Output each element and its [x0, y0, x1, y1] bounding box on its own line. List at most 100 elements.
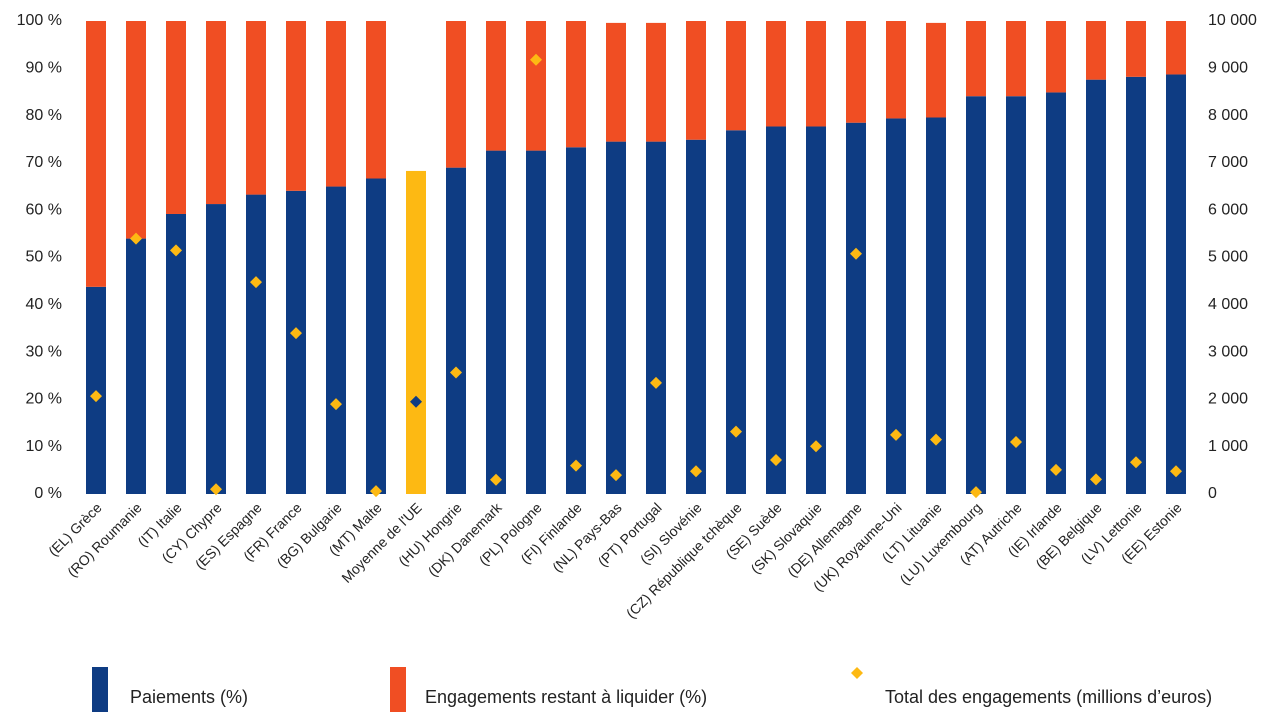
y2-tick-label: 9 000 — [1208, 60, 1248, 77]
diamond-marker — [450, 366, 462, 379]
bar-segment — [1006, 21, 1026, 97]
diamond-marker — [410, 395, 422, 408]
bar-segment — [846, 122, 866, 494]
bar-segment — [286, 190, 306, 494]
bar-segment — [86, 21, 106, 287]
diamond-marker — [610, 469, 622, 482]
bar-segment — [806, 126, 826, 494]
diamond-marker — [690, 465, 702, 478]
diamond-marker — [250, 276, 262, 289]
y-tick-label: 90 % — [26, 60, 62, 77]
bar-segment — [966, 96, 986, 494]
bar-segment — [766, 126, 786, 494]
bar-segment — [446, 21, 466, 168]
bar-segment — [886, 118, 906, 495]
diamond-marker — [970, 486, 982, 499]
bar-segment — [326, 21, 346, 187]
bar-segment — [206, 21, 226, 205]
legend-swatch — [390, 667, 406, 712]
bar-segment — [566, 147, 586, 494]
y2-tick-label: 2 000 — [1208, 391, 1248, 408]
bar-segment — [166, 213, 186, 494]
legend-swatch — [92, 667, 108, 712]
bar-segment — [926, 22, 946, 118]
diamond-marker — [130, 232, 142, 245]
legend-label: Total des engagements (millions d’euros) — [885, 687, 1212, 707]
y-tick-label: 20 % — [26, 391, 62, 408]
bar-segment — [1086, 79, 1106, 494]
y2-tick-label: 0 — [1208, 485, 1217, 502]
bar-segment — [366, 178, 386, 494]
bar-segment — [486, 150, 506, 495]
bar-segment — [606, 141, 626, 495]
bar-segment — [366, 21, 386, 179]
diamond-marker — [290, 327, 302, 340]
diamond-marker — [570, 459, 582, 472]
diamond-marker — [930, 433, 942, 446]
bar-segment — [686, 21, 706, 140]
diamond-marker — [770, 453, 782, 466]
bar-segment — [686, 139, 706, 494]
bar-segment — [886, 21, 906, 119]
diamond-marker — [1010, 435, 1022, 448]
y-tick-label: 70 % — [26, 154, 62, 171]
bar-segment — [1046, 92, 1066, 494]
diamond-marker — [530, 53, 542, 66]
bar-segment — [126, 21, 146, 239]
x-tick-label: (RO) Roumanie — [64, 499, 145, 580]
y-tick-label: 30 % — [26, 343, 62, 360]
bar-segment — [606, 22, 626, 142]
bar-segment — [646, 141, 666, 495]
diamond-marker — [1090, 473, 1102, 486]
bar-segment — [566, 21, 586, 148]
bar-segment — [806, 21, 826, 127]
legend-label: Engagements restant à liquider (%) — [425, 687, 707, 707]
y2-tick-label: 6 000 — [1208, 201, 1248, 218]
y2-tick-label: 4 000 — [1208, 296, 1248, 313]
y2-tick-label: 5 000 — [1208, 249, 1248, 266]
diamond-marker — [730, 425, 742, 438]
bar-segment — [286, 21, 306, 191]
y-tick-label: 10 % — [26, 438, 62, 455]
bar-segment — [1166, 21, 1186, 75]
bar-segment — [446, 167, 466, 494]
diamond-marker — [90, 390, 102, 403]
diamond-marker — [810, 440, 822, 453]
diamond-marker — [1050, 463, 1062, 476]
diamond-marker — [170, 244, 182, 257]
diamond-marker — [210, 483, 222, 496]
diamond-marker — [1170, 465, 1182, 478]
bar-segment — [486, 21, 506, 151]
diamond-marker — [370, 485, 382, 498]
y2-tick-label: 7 000 — [1208, 154, 1248, 171]
diamond-marker — [330, 398, 342, 411]
diamond-marker — [490, 473, 502, 486]
bar-segment — [166, 21, 186, 214]
y-tick-label: 50 % — [26, 249, 62, 266]
bar-segment — [526, 150, 546, 495]
legend-marker — [851, 667, 863, 679]
bar-segment — [206, 204, 226, 494]
bar-segment — [726, 21, 746, 131]
x-tick-label: (SK) Slovaquie — [747, 499, 824, 576]
bar-segment — [1126, 21, 1146, 77]
bar-segment — [966, 21, 986, 97]
bar-segment — [1086, 21, 1106, 80]
bar-segment — [326, 186, 346, 495]
y2-tick-label: 1 000 — [1208, 438, 1248, 455]
bar-segment — [926, 117, 946, 494]
diamond-marker — [650, 376, 662, 389]
bar-segment — [246, 21, 266, 195]
x-tick-label: (NL) Pays-Bas — [549, 499, 625, 575]
bar-segment — [646, 22, 666, 142]
y2-tick-label: 8 000 — [1208, 107, 1248, 124]
bar-segment — [406, 170, 426, 495]
bar-segment — [526, 21, 546, 151]
legend-label: Paiements (%) — [130, 687, 248, 707]
y-tick-label: 40 % — [26, 296, 62, 313]
y2-tick-label: 10 000 — [1208, 12, 1257, 29]
bar-segment — [246, 194, 266, 494]
diamond-marker — [1130, 456, 1142, 469]
